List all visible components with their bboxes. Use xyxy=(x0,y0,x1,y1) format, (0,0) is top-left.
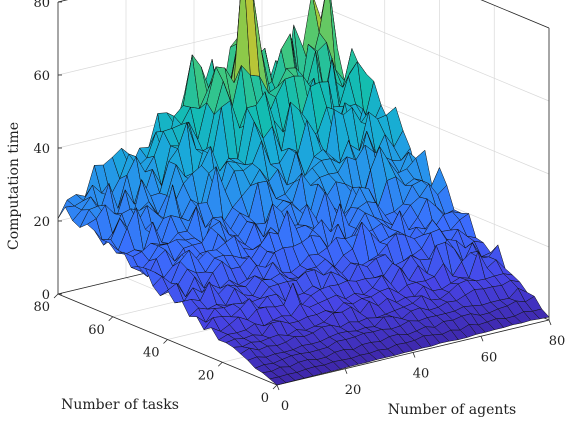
z-tick-label: 0 xyxy=(42,288,50,303)
z-axis-label: Computation time xyxy=(6,122,22,250)
y-tick-mark xyxy=(108,316,114,322)
axis-frame-edge xyxy=(480,0,550,29)
y-tick-mark xyxy=(163,339,168,344)
y-tick-label: 20 xyxy=(198,368,215,383)
y-tick-mark xyxy=(53,293,59,299)
z-tick-label: 80 xyxy=(33,0,50,11)
x-tick-label: 60 xyxy=(481,350,498,365)
x-tick-label: 20 xyxy=(345,383,362,398)
x-tick-label: 80 xyxy=(549,334,566,349)
x-tick-mark xyxy=(480,336,484,342)
y-tick-mark xyxy=(217,361,223,367)
x-tick-mark xyxy=(276,384,280,391)
x-tick-mark xyxy=(344,368,348,374)
x-tick-label: 40 xyxy=(413,367,430,382)
y-tick-label: 60 xyxy=(88,323,105,338)
x-axis-label: Number of agents xyxy=(388,402,516,418)
y-tick-label: 0 xyxy=(261,391,269,406)
z-grid-line xyxy=(57,0,550,29)
z-tick-label: 20 xyxy=(33,215,50,230)
y-tick-label: 40 xyxy=(143,346,160,361)
y-axis-label: Number of tasks xyxy=(61,397,179,413)
z-tick-label: 40 xyxy=(33,142,50,157)
x-tick-mark xyxy=(548,319,552,326)
y-tick-mark xyxy=(272,384,278,390)
surface-layer xyxy=(57,0,550,386)
x-tick-label: 0 xyxy=(281,399,289,414)
z-tick-label: 60 xyxy=(33,69,50,84)
surface-facet xyxy=(532,308,550,320)
x-tick-mark xyxy=(412,352,416,358)
y-tick-label: 80 xyxy=(33,300,50,315)
